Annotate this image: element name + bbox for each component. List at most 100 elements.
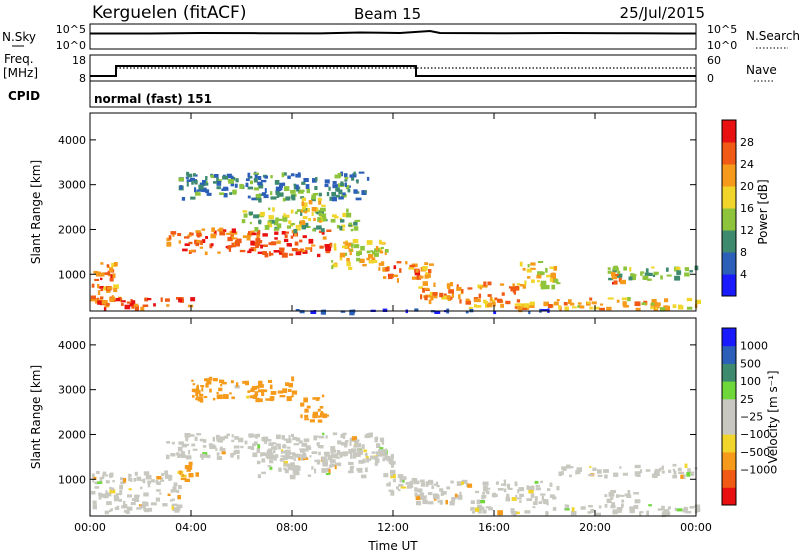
power-cell [113,284,119,289]
power-cell [303,202,308,208]
velocity-cell [93,476,97,480]
power-cbar-swatch [722,252,736,275]
velocity-cell [413,481,419,485]
power-region [90,297,196,312]
velocity-cell [307,474,312,477]
velocity-cell [510,508,513,513]
power-cell [232,237,238,240]
velocity-cell [348,461,354,465]
power-cell [279,182,284,187]
velocity-cell [613,472,619,477]
power-cell [424,274,429,279]
power-cell [284,186,290,191]
velocity-cell [477,509,482,514]
velocity-cell [140,486,143,490]
velocity-cell [338,452,343,455]
velocity-cell [257,444,261,449]
velocity-cell [265,439,272,442]
velocity-cell [261,471,266,475]
power-cell [613,280,618,285]
power-cell [433,282,436,287]
velocity-cell [430,480,434,485]
velocity-cell [362,458,366,464]
freq-trace [90,65,696,77]
power-cell [536,274,542,279]
power-cell [553,278,559,283]
power-cell [350,249,353,252]
power-cell [623,266,627,271]
power-cell [213,181,218,184]
power-cell [258,193,264,196]
velocity-cell [215,434,220,440]
power-cell [537,279,540,283]
power-cell [399,268,402,273]
velocity-cell [680,474,685,479]
power-cell [299,223,304,228]
power-cell [380,246,384,250]
power-cell [283,172,287,176]
velocity-cell [279,458,284,462]
velocity-cell [171,505,174,510]
power-cell [267,222,271,225]
velocity-cell [177,454,180,458]
velocity-cell [188,473,194,478]
velocity-cell [143,502,149,507]
power-cell [434,310,441,314]
velocity-cell [384,448,387,454]
velocity-cell [285,454,291,459]
velocity-cell [535,487,541,491]
velocity-cell [195,389,201,394]
power-cell [226,173,232,179]
velocity-cell [220,384,223,387]
power-cell [213,230,217,236]
power-cell [269,219,275,224]
power-cbar-tick: 4 [740,268,747,281]
velocity-cell [431,485,435,489]
velocity-cell [348,449,352,454]
power-cell [100,289,103,292]
velocity-cell [630,507,635,512]
freq-panel: Freq. [MHz] 18 8 60 0 Nave [3,52,777,85]
velocity-cell [349,437,353,442]
velocity-cell [178,485,182,490]
power-cell [329,196,333,201]
velocity-cell [302,457,309,460]
power-cell [381,261,385,264]
power-cell [270,252,274,256]
power-region [418,281,521,305]
velocity-cell [140,505,146,509]
velocity-cell [316,459,321,465]
power-cell [295,173,301,178]
power-cell [689,270,693,273]
power-cell [550,273,556,278]
velocity-cell [271,442,277,445]
power-cell [242,210,248,213]
power-cell [384,249,389,253]
power-region [299,189,327,225]
power-cell [320,210,324,215]
velocity-cell [172,486,177,491]
power-cell [179,185,183,190]
power-cell [295,309,300,312]
power-cell [239,183,244,189]
velocity-cell [195,472,199,477]
power-cell [385,267,390,272]
power-cell [268,215,274,220]
velocity-cell [212,445,217,449]
power-cell [514,285,520,291]
power-cell [229,230,234,234]
power-cell [110,274,113,279]
power-colorbar: 28 24 20 16 12 8 4 [721,119,754,297]
power-cell [101,300,108,305]
velocity-cell [339,453,343,458]
velocity-cell [421,496,426,501]
velocity-cell [138,504,145,507]
velocity-cell [327,455,333,461]
power-cell [275,186,282,192]
power-cell [330,218,336,223]
velocity-cell [240,445,244,449]
power-cell [489,296,493,302]
power-cell [166,237,171,242]
velocity-cell [209,388,212,393]
power-cell [131,300,136,305]
